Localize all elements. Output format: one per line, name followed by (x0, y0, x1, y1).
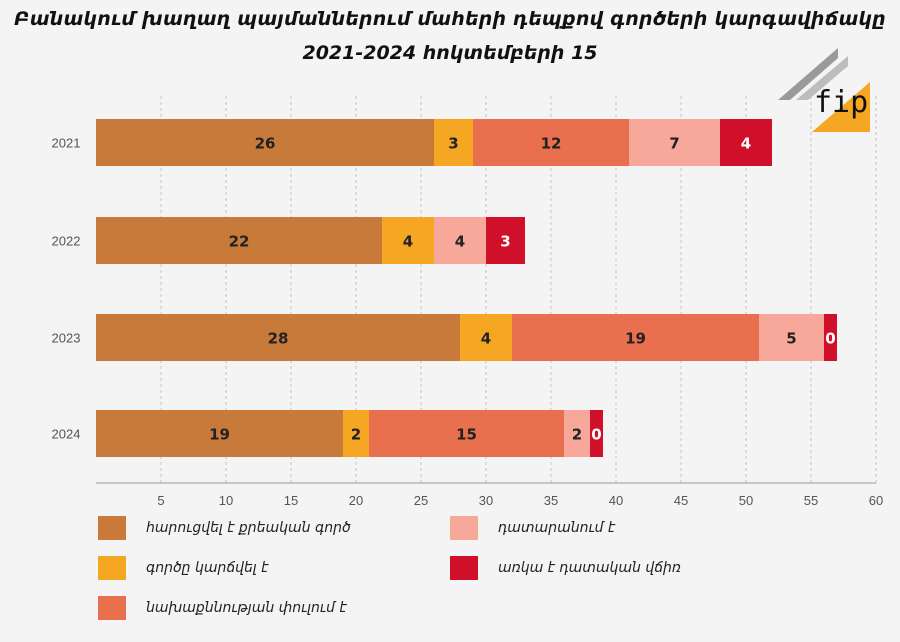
data-label: 15 (456, 426, 477, 444)
chart-subtitle: 2021-2024 հոկտեմբերի 15 (302, 42, 598, 64)
data-label: 7 (669, 135, 679, 153)
data-label: 26 (255, 135, 276, 153)
category-label: 2024 (52, 427, 81, 442)
data-label: 19 (625, 330, 646, 348)
bar-segment (343, 410, 369, 457)
logo-text: fip (814, 85, 868, 120)
fip-logo: fip (778, 48, 870, 132)
category-label: 2023 (52, 331, 81, 346)
data-label: 2 (351, 426, 361, 444)
data-label: 5 (786, 330, 796, 348)
data-label: 12 (541, 135, 562, 153)
x-tick-label: 35 (544, 493, 558, 508)
bar-segment (434, 119, 473, 166)
x-tick-label: 60 (869, 493, 883, 508)
bar-segment (96, 119, 434, 166)
data-label: 28 (268, 330, 289, 348)
bar-segment (759, 314, 824, 361)
bar-segment (96, 217, 382, 264)
bars: 26 3 12 7 422 4 4 328 4 19 5 019 2 15 2 0 (96, 119, 837, 457)
data-label: 19 (209, 426, 230, 444)
bar-segment (564, 410, 590, 457)
data-label: 0 (591, 426, 601, 444)
x-tick-label: 45 (674, 493, 688, 508)
x-tick-label: 15 (284, 493, 298, 508)
x-axis: 5 10 15 20 25 30 35 40 45 50 55 60 (96, 482, 883, 508)
x-tick-label: 20 (349, 493, 363, 508)
bar-segment (96, 410, 343, 457)
bar-segment (629, 119, 720, 166)
grid (160, 96, 877, 483)
data-label: 3 (500, 233, 510, 251)
bar-segment (460, 314, 512, 361)
x-tick-label: 10 (219, 493, 233, 508)
bar-segment (486, 217, 525, 264)
data-label: 3 (448, 135, 458, 153)
data-label: 4 (455, 233, 465, 251)
x-tick-label: 55 (804, 493, 818, 508)
bar-segment (382, 217, 434, 264)
x-tick-label: 50 (739, 493, 753, 508)
chart-title: Բանակում խաղաղ պայմաններում մահերի դեպքո… (14, 8, 886, 30)
bar-segment (590, 410, 603, 457)
category-label: 2022 (52, 234, 81, 249)
x-tick-label: 5 (157, 493, 164, 508)
x-tick-label: 25 (414, 493, 428, 508)
bar-segment (720, 119, 772, 166)
data-label: 4 (481, 330, 491, 348)
data-label: 0 (825, 330, 835, 348)
x-tick-label: 30 (479, 493, 493, 508)
bar-segment (512, 314, 759, 361)
bar-segment (96, 314, 460, 361)
data-label: 4 (403, 233, 413, 251)
x-tick-label: 40 (609, 493, 623, 508)
year-labels: 2021 2022 2023 2024 (52, 136, 81, 442)
data-label: 2 (572, 426, 582, 444)
data-label: 4 (741, 135, 751, 153)
bar-segment (369, 410, 564, 457)
category-label: 2021 (52, 136, 81, 151)
bar-segment (473, 119, 629, 166)
bar-segment (824, 314, 837, 361)
data-label: 22 (229, 233, 250, 251)
bar-segment (434, 217, 486, 264)
